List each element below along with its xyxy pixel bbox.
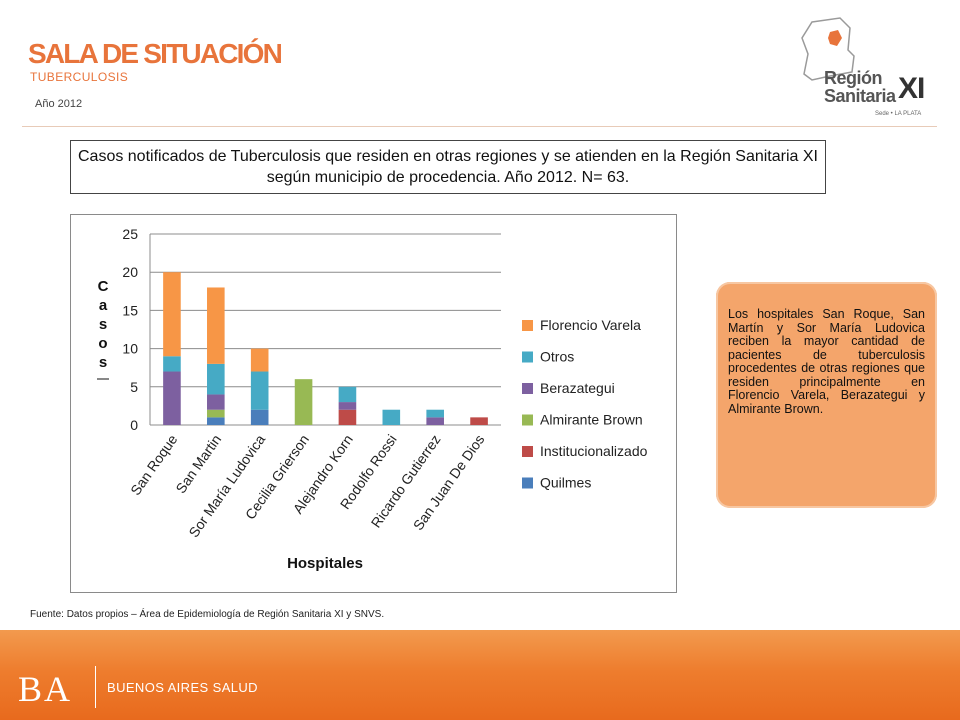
legend-label: Berazategui xyxy=(540,380,615,396)
bar-segment xyxy=(163,272,181,357)
bar-segment xyxy=(338,402,357,410)
legend-swatch xyxy=(522,446,533,457)
map-outline-icon xyxy=(801,17,855,81)
logo-sede: Sede • LA PLATA xyxy=(875,111,922,117)
bar-segment xyxy=(207,417,225,425)
header-divider xyxy=(22,126,937,127)
y-axis-label-letter: o xyxy=(98,335,107,352)
y-axis-label-letter: a xyxy=(99,297,108,314)
legend-swatch xyxy=(522,320,533,331)
y-tick-label: 25 xyxy=(122,226,138,242)
legend-swatch xyxy=(522,414,533,426)
legend-label: Almirante Brown xyxy=(540,412,643,428)
y-tick-label: 15 xyxy=(122,302,138,318)
bar-segment xyxy=(470,417,488,425)
legend-label: Otros xyxy=(540,349,574,365)
legend-swatch xyxy=(522,351,533,363)
x-axis-label: Hospitales xyxy=(287,555,363,572)
y-tick-label: 0 xyxy=(130,417,138,433)
legend-label: Florencio Varela xyxy=(540,317,641,333)
legend-swatch xyxy=(522,383,533,394)
bar-segment xyxy=(338,386,357,403)
y-tick-label: 20 xyxy=(122,264,138,280)
chart-title: Casos notificados de Tuberculosis que re… xyxy=(77,148,818,186)
y-tick-label: 5 xyxy=(130,379,138,395)
bar-segment xyxy=(250,371,269,410)
page-title: SALA DE SITUACIÓN xyxy=(28,38,283,69)
legend-swatch xyxy=(522,477,533,489)
footer-label: BUENOS AIRES SALUD xyxy=(107,680,258,695)
y-axis-label-letter: C xyxy=(98,278,109,295)
bar-segment xyxy=(250,409,269,425)
bar-segment xyxy=(207,287,225,364)
bar-segment xyxy=(294,379,313,425)
logo-line1: Región xyxy=(824,68,883,88)
logo-roman: XI xyxy=(898,72,925,105)
footer-bar: BA BUENOS AIRES SALUD xyxy=(0,630,960,720)
footer-divider xyxy=(95,666,96,708)
bar-segment xyxy=(426,409,444,418)
source-note: Fuente: Datos propios – Área de Epidemio… xyxy=(30,609,385,620)
footer-brand: BA xyxy=(18,669,73,709)
logo-line2: Sanitaria xyxy=(824,86,896,106)
bar-segment xyxy=(338,409,357,425)
x-tick-label: Sor María Ludovica xyxy=(185,431,268,540)
y-axis-label-letter: s xyxy=(99,316,107,333)
region-logo: Región Sanitaria XI Sede • LA PLATA xyxy=(790,14,940,117)
page-subtitle: TUBERCULOSIS xyxy=(30,70,129,84)
chart-title-box: Casos notificados de Tuberculosis que re… xyxy=(70,140,826,194)
bar-segment xyxy=(250,348,269,372)
y-tick-label: 10 xyxy=(122,341,138,357)
legend-label: Quilmes xyxy=(540,475,591,491)
bar-segment xyxy=(163,356,181,372)
bar-segment xyxy=(207,409,225,418)
note-text: Los hospitales San Roque, San Martín y S… xyxy=(728,307,925,416)
report-year: Año 2012 xyxy=(35,98,83,110)
bar-segment xyxy=(163,371,181,425)
bar-segment xyxy=(382,409,401,425)
bar-segment xyxy=(207,394,225,410)
bar-segment xyxy=(207,363,225,395)
y-axis-label-letter: s xyxy=(99,354,107,371)
note-box: Los hospitales San Roque, San Martín y S… xyxy=(716,282,937,508)
bar-segment xyxy=(426,417,444,425)
legend-label: Institucionalizado xyxy=(540,443,648,459)
